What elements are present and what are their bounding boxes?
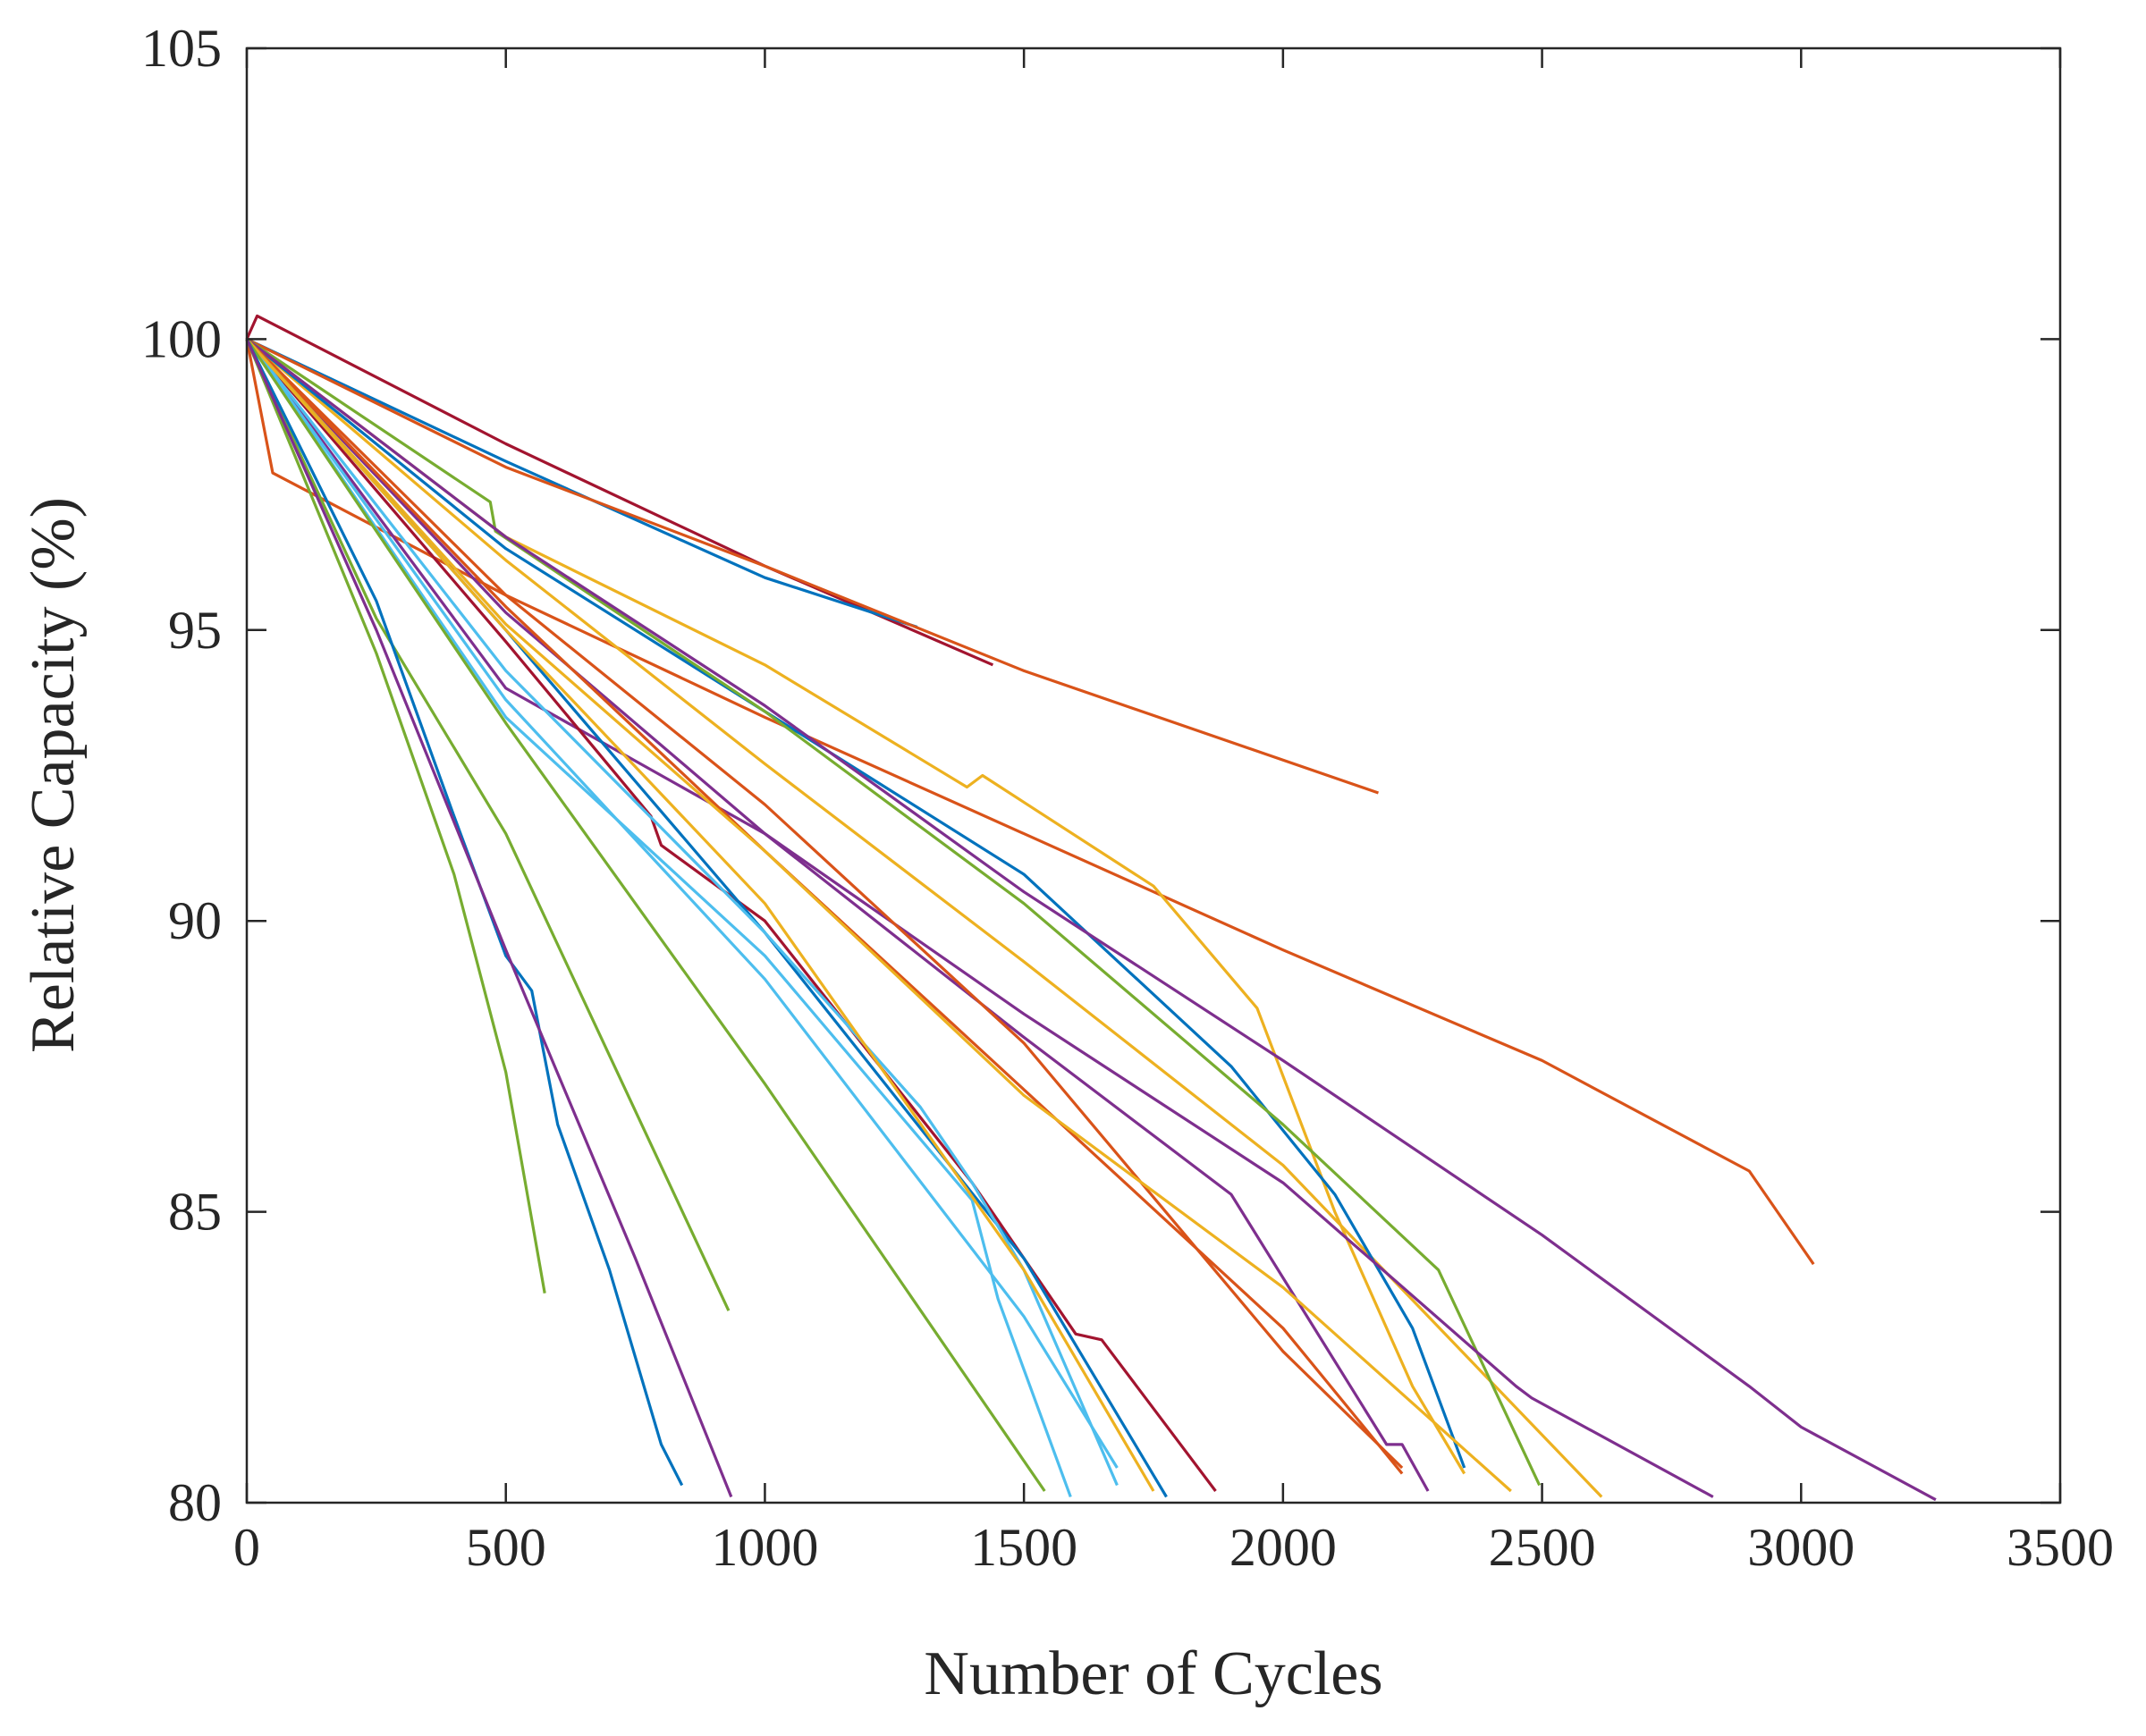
data-line [245, 338, 733, 1498]
data-line [245, 338, 684, 1487]
data-line [245, 338, 1603, 1498]
y-tick-label: 80 [168, 1473, 222, 1532]
x-tick-label: 1000 [711, 1518, 818, 1577]
x-tick-label: 3000 [1747, 1518, 1855, 1577]
data-line [245, 338, 731, 1311]
data-line [245, 338, 1217, 1492]
data-line [246, 338, 1466, 1475]
x-tick-label: 0 [233, 1518, 260, 1577]
x-tick-label: 500 [466, 1518, 546, 1577]
x-tick-label: 3500 [2007, 1518, 2114, 1577]
data-line [245, 339, 1815, 1266]
x-tick-label: 2500 [1489, 1518, 1596, 1577]
data-line [245, 338, 1512, 1493]
data-line [245, 338, 1466, 1469]
data-line [245, 338, 1155, 1492]
data-line [246, 338, 1937, 1502]
x-tick-label: 2000 [1229, 1518, 1337, 1577]
data-line [245, 338, 1119, 1469]
y-tick-label: 90 [168, 891, 222, 950]
data-line [245, 338, 1072, 1498]
y-tick-label: 85 [168, 1183, 222, 1242]
y-axis-label: Relative Capacity (%) [19, 497, 88, 1053]
y-tick-label: 105 [141, 19, 222, 78]
data-line [245, 338, 1404, 1470]
data-line [245, 338, 1404, 1475]
x-axis-label: Number of Cycles [924, 1639, 1382, 1708]
data-line [246, 337, 1380, 795]
data-line [246, 337, 918, 629]
y-tick-label: 100 [141, 309, 222, 368]
data-line [245, 314, 994, 667]
y-tick-label: 95 [168, 601, 222, 660]
plot-frame [245, 46, 2062, 1504]
data-line [245, 338, 1046, 1492]
data-line [245, 338, 1119, 1487]
x-tick-label: 1500 [970, 1518, 1077, 1577]
data-line [245, 338, 546, 1294]
data-line [245, 338, 1430, 1492]
data-line [246, 338, 1542, 1487]
